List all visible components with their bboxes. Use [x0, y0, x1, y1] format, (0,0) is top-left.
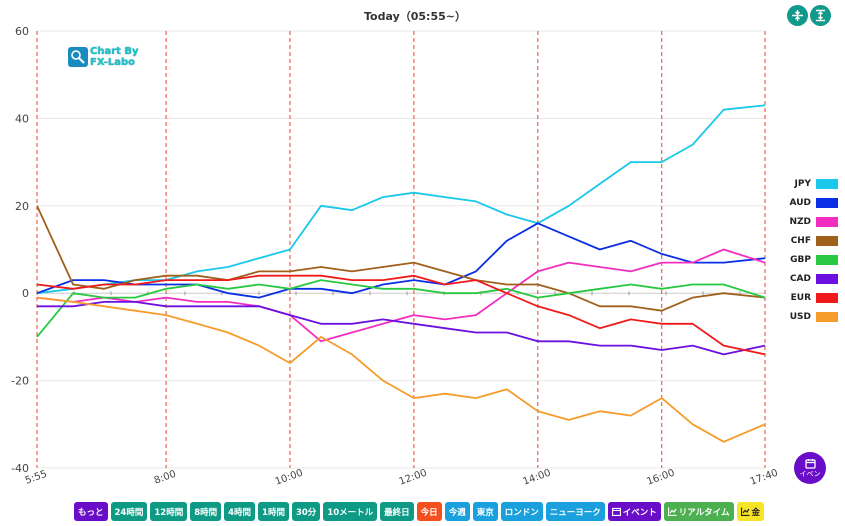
range-button-2[interactable]: 12時間	[150, 502, 188, 521]
y-tick-label: 40	[15, 112, 29, 125]
legend-label: JPY	[794, 178, 811, 189]
x-tick-label: 12:00	[398, 468, 429, 488]
legend-item-chf[interactable]: CHF	[778, 231, 838, 250]
y-tick-label: -40	[11, 462, 29, 475]
legend-item-cad[interactable]: CAD	[778, 269, 838, 288]
legend-swatch	[816, 312, 838, 323]
range-button-label: 30分	[295, 507, 317, 518]
series-line-usd	[36, 296, 766, 443]
logo-mark-icon	[68, 47, 88, 67]
expand-vertical-icon	[816, 9, 825, 22]
range-button-11[interactable]: 東京	[472, 502, 498, 521]
series-line-nzd	[36, 248, 766, 343]
event-button-label: イベン	[799, 469, 821, 478]
legend-swatch	[816, 254, 838, 265]
range-button-label: 1時間	[262, 507, 285, 518]
legend-item-nzd[interactable]: NZD	[778, 212, 838, 231]
range-button-label: もっと	[78, 507, 104, 518]
legend-item-jpy[interactable]: JPY	[778, 174, 838, 193]
range-button-13[interactable]: ニューヨーク	[545, 502, 605, 521]
legend-swatch	[816, 197, 838, 208]
range-button-label: 東京	[476, 507, 494, 518]
range-button-label: 今週	[448, 507, 466, 518]
series-line-gbp	[36, 279, 766, 338]
logo: Chart By FX-Labo	[68, 46, 139, 68]
compress-vertical-button[interactable]	[787, 5, 808, 26]
range-button-0[interactable]: もっと	[74, 502, 108, 521]
range-button-label: 24時間	[114, 507, 144, 518]
x-tick-label: 8:00	[153, 469, 178, 487]
range-button-16[interactable]: 金	[736, 502, 765, 521]
x-tick-label: 16:00	[645, 468, 676, 488]
y-tick-label: -20	[11, 375, 29, 388]
legend-label: EUR	[790, 293, 811, 304]
calendar-icon	[611, 507, 621, 516]
range-button-label: ニューヨーク	[549, 507, 601, 518]
chart-icon	[667, 507, 677, 516]
legend-label: AUD	[789, 197, 811, 208]
range-button-label: 金	[751, 507, 761, 518]
legend-label: CAD	[789, 274, 811, 285]
legend-swatch	[816, 274, 838, 285]
range-button-7[interactable]: 10メートル	[323, 502, 378, 521]
range-button-bar: もっと 24時間 12時間 8時間 4時間 1時間 30分 10メートル 最終日 今日 今週 東京 ロン…	[74, 502, 765, 521]
range-button-label: 8時間	[194, 507, 218, 518]
legend-label: CHF	[790, 235, 811, 246]
x-tick-label: 17:40	[749, 468, 780, 488]
legend-swatch	[816, 235, 838, 246]
range-button-label: リアルタイム	[678, 507, 730, 518]
y-tick-label: 20	[15, 200, 29, 213]
range-button-label: 12時間	[154, 507, 184, 518]
series-line-aud	[36, 222, 766, 299]
range-button-label: ロンドン	[504, 507, 539, 518]
legend-item-usd[interactable]: USD	[778, 308, 838, 327]
legend-item-eur[interactable]: EUR	[778, 289, 838, 308]
range-button-label: 今日	[420, 507, 438, 518]
range-button-label: イベント	[622, 507, 657, 518]
legend-swatch	[816, 178, 838, 189]
x-tick-label: 14:00	[522, 468, 553, 488]
legend-swatch	[816, 293, 838, 304]
y-tick-label: 0	[22, 287, 29, 300]
chart-icon	[740, 507, 750, 516]
range-button-10[interactable]: 今週	[444, 502, 470, 521]
range-button-8[interactable]: 最終日	[380, 502, 414, 521]
logo-line2: FX-Labo	[90, 57, 136, 68]
range-button-14[interactable]: イベント	[607, 502, 661, 521]
y-tick-label: 60	[15, 25, 29, 38]
range-button-label: 10メートル	[327, 507, 374, 518]
range-button-5[interactable]: 1時間	[258, 502, 289, 521]
chart-title: Today（05:55~）	[364, 10, 466, 23]
series-line-eur	[36, 274, 766, 356]
series-line-chf	[36, 205, 766, 312]
x-tick-label: 10:00	[274, 468, 305, 488]
range-button-9[interactable]: 今日	[416, 502, 442, 521]
range-button-3[interactable]: 8時間	[190, 502, 222, 521]
compress-vertical-icon	[792, 10, 803, 21]
legend: JPY AUD NZD CHF GBP CAD EUR USD	[778, 174, 838, 327]
range-button-6[interactable]: 30分	[291, 502, 321, 521]
legend-swatch	[816, 216, 838, 227]
range-button-12[interactable]: ロンドン	[500, 502, 543, 521]
legend-label: USD	[789, 312, 811, 323]
legend-label: NZD	[789, 216, 811, 227]
range-button-label: 最終日	[384, 507, 410, 518]
range-button-15[interactable]: リアルタイム	[663, 502, 734, 521]
logo-line1: Chart By	[90, 46, 139, 57]
range-button-label: 4時間	[228, 507, 252, 518]
legend-item-gbp[interactable]: GBP	[778, 250, 838, 269]
series-line-cad	[37, 300, 766, 356]
expand-vertical-button[interactable]	[810, 5, 831, 26]
event-button[interactable]: イベン	[794, 452, 826, 484]
range-button-4[interactable]: 4時間	[224, 502, 256, 521]
range-button-1[interactable]: 24時間	[110, 502, 148, 521]
legend-item-aud[interactable]: AUD	[778, 193, 838, 212]
calendar-icon	[804, 458, 816, 469]
legend-label: GBP	[790, 254, 811, 265]
